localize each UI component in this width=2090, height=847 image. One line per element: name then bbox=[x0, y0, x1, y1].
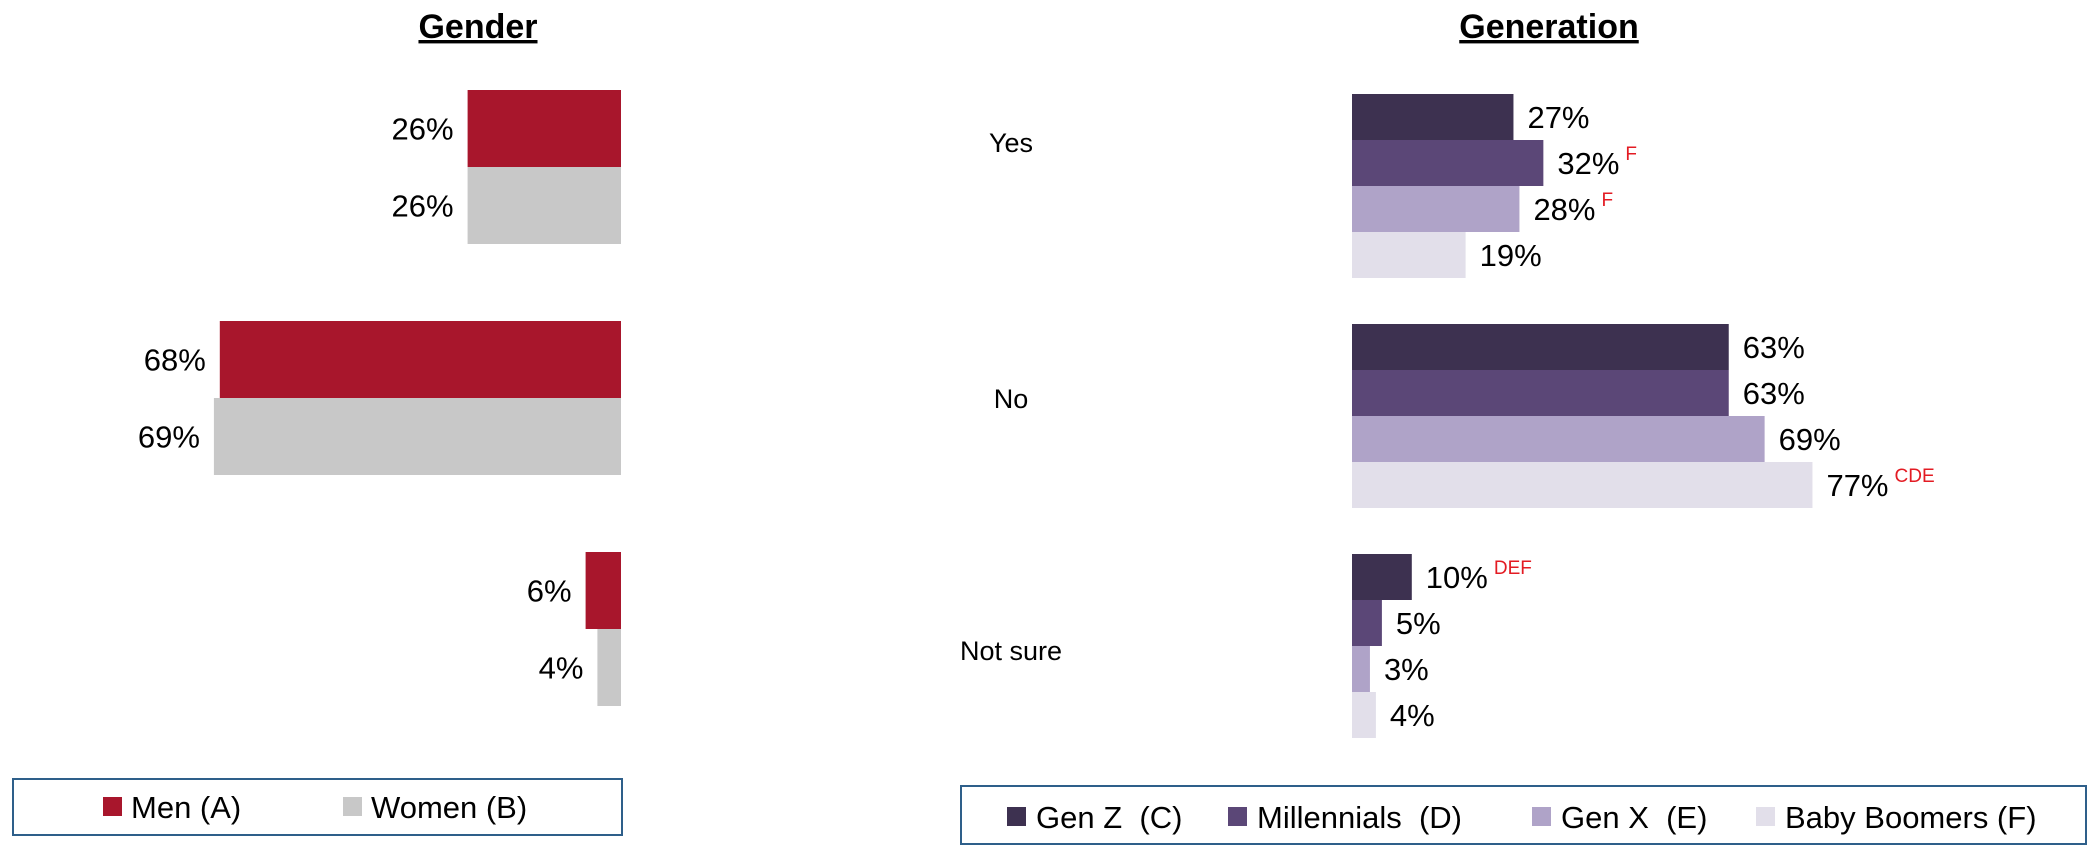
legend-label-millennials-d: Millennials (D) bbox=[1257, 800, 1462, 835]
legend-swatch-men-a bbox=[103, 797, 122, 816]
generation-legend-frame bbox=[960, 785, 2087, 845]
bar-not-sure-millennials-d bbox=[1352, 600, 1382, 646]
generation-category-labels: Yes No Not sure bbox=[960, 128, 1062, 666]
bar-yes-men-a bbox=[467, 90, 621, 167]
gender-chart: Gender 26% 26% 68% 69% 6% 4% Men (A) Women (B) bbox=[12, 8, 623, 836]
bar-no-women-b bbox=[213, 398, 621, 475]
value-label-not-sure-gen-z-c: 10% DEF bbox=[1426, 558, 1532, 595]
bar-yes-women-b bbox=[467, 167, 621, 244]
legend-label-baby-boomers-f: Baby Boomers (F) bbox=[1785, 800, 2037, 835]
value-label-not-sure-men-a: 6% bbox=[527, 574, 572, 609]
bar-yes-baby-boomers-f bbox=[1352, 232, 1466, 278]
generation-bars: 27% 32% F 28% F 19% 63% 63% 69% 77% CDE 10% DEF 5% 3% 4… bbox=[1352, 94, 1935, 738]
value-label-yes-women-b: 26% bbox=[392, 189, 454, 224]
category-label-yes: Yes bbox=[989, 128, 1033, 158]
legend-label-men-a: Men (A) bbox=[131, 790, 241, 825]
value-label-not-sure-gen-x-e: 3% bbox=[1384, 652, 1429, 687]
bar-not-sure-women-b bbox=[597, 629, 621, 706]
bar-no-gen-x-e bbox=[1352, 416, 1765, 462]
bar-not-sure-gen-x-e bbox=[1352, 646, 1370, 692]
legend-swatch-millennials-d bbox=[1228, 807, 1247, 826]
value-label-no-baby-boomers-f: 77% CDE bbox=[1826, 466, 1934, 503]
bar-no-baby-boomers-f bbox=[1352, 462, 1813, 508]
legend-swatch-gen-z-c bbox=[1007, 807, 1026, 826]
legend-swatch-women-b bbox=[343, 797, 362, 816]
legend-swatch-gen-x-e bbox=[1532, 807, 1551, 826]
value-label-yes-men-a: 26% bbox=[392, 112, 454, 147]
bar-no-millennials-d bbox=[1352, 370, 1729, 416]
value-label-no-men-a: 68% bbox=[144, 343, 206, 378]
bar-not-sure-men-a bbox=[585, 552, 621, 629]
value-label-no-gen-z-c: 63% bbox=[1743, 330, 1805, 365]
legend-swatch-baby-boomers-f bbox=[1756, 807, 1775, 826]
significance-marker: DEF bbox=[1494, 558, 1532, 579]
generation-legend: Gen Z (C) Millennials (D) Gen X (E) Baby Bo… bbox=[960, 785, 2087, 845]
legend-label-gen-z-c: Gen Z (C) bbox=[1036, 800, 1182, 835]
value-label-not-sure-baby-boomers-f: 4% bbox=[1390, 698, 1435, 733]
value-label-yes-gen-x-e: 28% F bbox=[1533, 190, 1613, 227]
value-label-no-millennials-d: 63% bbox=[1743, 376, 1805, 411]
bar-no-men-a bbox=[219, 321, 622, 398]
legend-label-gen-x-e: Gen X (E) bbox=[1561, 800, 1707, 835]
category-label-not-sure: Not sure bbox=[960, 636, 1062, 666]
value-label-no-gen-x-e: 69% bbox=[1779, 422, 1841, 457]
bar-yes-gen-x-e bbox=[1352, 186, 1520, 232]
category-label-no: No bbox=[994, 384, 1029, 414]
value-label-yes-gen-z-c: 27% bbox=[1527, 100, 1589, 135]
generation-chart: Generation Yes No Not sure 27% 32% F 28% F 19% 6… bbox=[960, 8, 2087, 845]
value-label-not-sure-millennials-d: 5% bbox=[1396, 606, 1441, 641]
bar-yes-millennials-d bbox=[1352, 140, 1544, 186]
bar-not-sure-baby-boomers-f bbox=[1352, 692, 1376, 738]
significance-marker: CDE bbox=[1895, 466, 1935, 487]
generation-chart-title: Generation bbox=[1459, 8, 1638, 46]
value-label-no-women-b: 69% bbox=[138, 420, 200, 455]
legend-label-women-b: Women (B) bbox=[371, 790, 527, 825]
value-label-yes-millennials-d: 32% F bbox=[1557, 144, 1637, 181]
significance-marker: F bbox=[1625, 144, 1637, 165]
value-label-not-sure-women-b: 4% bbox=[539, 651, 584, 686]
significance-marker: F bbox=[1601, 190, 1613, 211]
bar-not-sure-gen-z-c bbox=[1352, 554, 1412, 600]
gender-bars: 26% 26% 68% 69% 6% 4% bbox=[138, 90, 622, 706]
bar-no-gen-z-c bbox=[1352, 324, 1729, 370]
gender-chart-title: Gender bbox=[418, 8, 537, 46]
gender-legend: Men (A) Women (B) bbox=[12, 778, 623, 836]
value-label-yes-baby-boomers-f: 19% bbox=[1480, 238, 1542, 273]
bar-yes-gen-z-c bbox=[1352, 94, 1514, 140]
